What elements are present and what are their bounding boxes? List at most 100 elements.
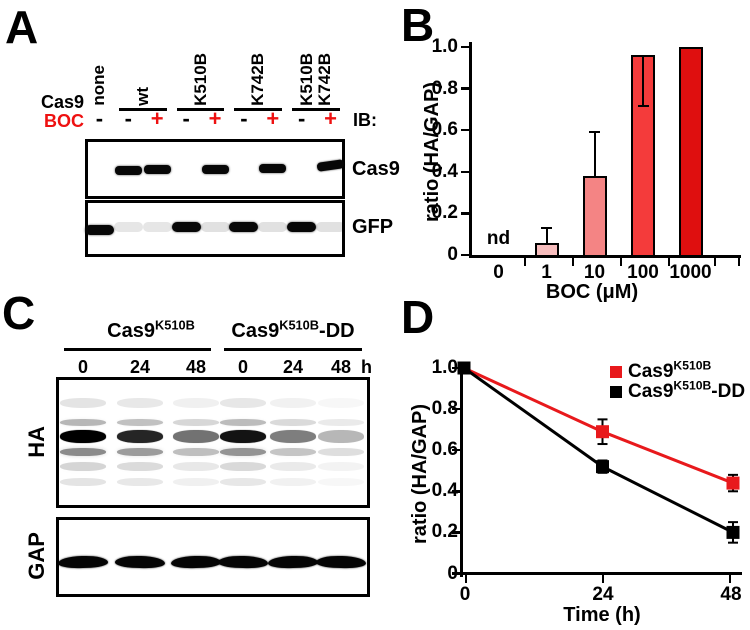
b-y-tick <box>461 87 469 90</box>
b-y-tick-label: 0.2 <box>431 202 458 224</box>
d-data-point-1-1 <box>596 460 609 474</box>
cas9-blot-band <box>201 164 229 174</box>
d-x-tick-label: 24 <box>592 584 614 605</box>
d-legend: Cas9K510B Cas9K510B-DD <box>610 360 745 403</box>
d-x-tick-label: 48 <box>720 584 742 605</box>
gfp-blot-band <box>287 222 317 232</box>
d-y-tick-label: 0.2 <box>431 521 458 543</box>
gfp-blot-band <box>229 222 259 232</box>
ha-blot-band <box>173 398 219 408</box>
lane-group-underline <box>234 108 283 111</box>
ha-blot-band <box>318 462 364 471</box>
b-x-tick <box>523 258 527 266</box>
panel-c-letter: C <box>2 287 36 339</box>
d-y-tick-label: 0.4 <box>431 480 458 502</box>
gfp-blot-band <box>258 222 288 232</box>
boc-plus-symbol: + <box>208 106 222 131</box>
ha-blot-band <box>318 478 364 486</box>
c-group-2-sup: K510B <box>279 317 320 333</box>
ha-blot-band <box>270 430 316 443</box>
d-x-axis-title: Time (h) <box>563 604 641 626</box>
b-y-tick <box>461 128 469 132</box>
b-y-tick-label: 0.8 <box>431 77 458 99</box>
gfp-blot-band <box>316 222 346 232</box>
c-group-2-underline <box>224 348 362 351</box>
ha-blot-band <box>220 430 266 443</box>
b-x-tick <box>713 258 717 266</box>
c-time-label: 0 <box>77 357 88 377</box>
d-legend-1-base: Cas9 <box>628 381 674 402</box>
lane-group-label: K510B <box>190 53 210 106</box>
b-nd-label: nd <box>486 228 511 249</box>
ha-blot-band <box>270 462 316 471</box>
d-data-point-1-2 <box>726 525 740 539</box>
b-x-tick <box>737 258 741 266</box>
ha-blot-band <box>270 478 316 486</box>
d-legend-label-0: Cas9K510B <box>628 360 711 383</box>
ha-blot-band <box>220 419 266 426</box>
c-group-2-base: Cas9 <box>231 320 280 342</box>
ha-blot-band <box>318 419 364 426</box>
d-legend-label-1: Cas9K510B-DD <box>628 378 745 403</box>
b-bar <box>582 175 607 255</box>
b-error-cap <box>589 131 600 134</box>
c-group-2-suffix: -DD <box>319 320 355 342</box>
ha-blot-band <box>220 448 266 456</box>
cas9-blot-band <box>143 165 171 174</box>
lane-group-underline <box>176 108 225 111</box>
d-x-tick <box>464 575 468 583</box>
d-y-tick <box>452 531 460 534</box>
panel-d-letter: D <box>401 291 435 343</box>
c-time-label: 24 <box>282 357 304 377</box>
b-x-tick <box>619 258 623 266</box>
d-x-axis-line <box>460 572 742 575</box>
panel-a-letter: A <box>5 1 39 53</box>
c-group-2-label: Cas9K510B-DD <box>218 317 368 343</box>
a-cas9-row-label: Cas9 <box>40 92 84 112</box>
ha-blot-band <box>318 430 364 443</box>
ha-blot-band <box>270 448 316 456</box>
d-data-point-0-2 <box>726 476 740 490</box>
ha-blot-band <box>117 478 163 486</box>
d-y-tick-label: 0.8 <box>431 398 458 420</box>
c-time-label: 48 <box>185 357 207 377</box>
b-y-tick-label: 0.6 <box>431 119 458 141</box>
ha-blot-band <box>220 462 266 471</box>
d-y-tick-label: 1.0 <box>431 357 458 378</box>
boc-row-label: BOC <box>44 111 84 131</box>
ha-blot-band <box>318 398 364 408</box>
d-legend-1-sup: K510B <box>673 378 712 393</box>
boc-minus-symbol: - <box>182 106 190 131</box>
lane-group-underline <box>292 108 340 111</box>
b-y-axis-title: ratio (HA/GAP) <box>421 82 443 222</box>
boc-plus-symbol: + <box>266 106 280 131</box>
ha-blot-band <box>173 462 219 471</box>
ha-blot-band <box>173 448 219 456</box>
b-error-cap <box>637 105 649 108</box>
boc-minus-symbol: - <box>95 106 104 131</box>
b-error-bar <box>545 227 548 243</box>
ha-blot-band <box>173 478 219 486</box>
d-y-tick <box>452 366 460 370</box>
b-y-tick <box>461 253 469 257</box>
ha-blot-band <box>117 462 163 471</box>
d-series-line-1 <box>463 366 604 468</box>
ha-blot-band <box>270 398 316 408</box>
ha-blot-band <box>60 478 106 486</box>
d-line-plot <box>457 361 740 544</box>
boc-minus-symbol: - <box>124 106 132 131</box>
b-error-bar <box>593 132 596 176</box>
c-group-1-label: Cas9K510B <box>76 318 226 343</box>
gfp-blot-band <box>113 222 143 232</box>
b-x-tick <box>667 258 671 266</box>
b-y-tick <box>461 170 469 174</box>
cas9-blot-band <box>259 164 287 173</box>
ha-blot-band <box>60 462 106 471</box>
lane-group-label: none <box>89 65 109 106</box>
b-bar <box>534 242 559 255</box>
c-time-label: 24 <box>129 357 151 377</box>
b-x-tick <box>571 258 575 266</box>
gap-blot-band <box>114 555 166 569</box>
d-legend-swatch-black <box>610 386 622 398</box>
d-series-line-0 <box>463 366 604 434</box>
